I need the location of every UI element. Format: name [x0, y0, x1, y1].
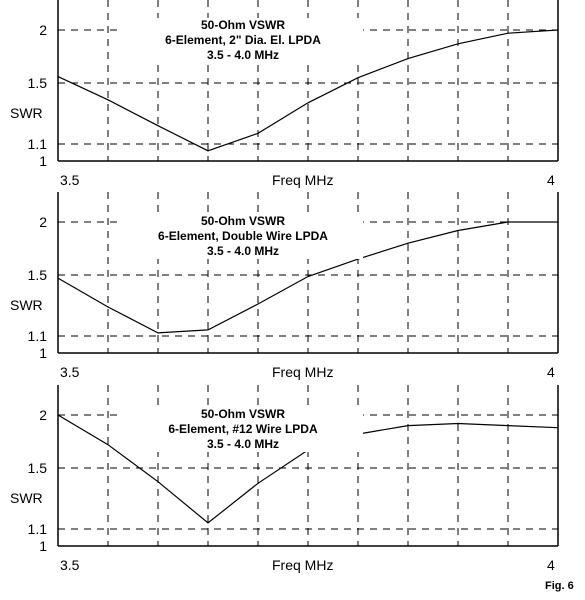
annotation-line: 6-Element, Double Wire LPDA — [158, 229, 328, 243]
swr-data-point — [157, 125, 159, 127]
annotation-line: 50-Ohm VSWR — [200, 18, 285, 32]
swr-data-point — [57, 277, 59, 279]
y-tick-label: 2 — [39, 407, 47, 423]
chart-annotation: 50-Ohm VSWR 6-Element, #12 Wire LPDA 3.5 -… — [123, 407, 363, 452]
swr-data-point — [57, 76, 59, 78]
y-tick-label: 1 — [39, 153, 47, 169]
annotation-line: 6-Element, #12 Wire LPDA — [168, 422, 318, 436]
swr-data-point — [257, 303, 259, 305]
y-tick-label: 2 — [39, 22, 47, 38]
chart-panel: 50-Ohm VSWR 6-Element, 2" Dia. El. LPDA 3.… — [0, 0, 585, 192]
chart-annotation: 50-Ohm VSWR 6-Element, Double Wire LPDA 3.… — [123, 214, 363, 259]
swr-data-point — [407, 242, 409, 244]
swr-data-point — [357, 77, 359, 79]
swr-data-point — [57, 414, 59, 416]
swr-data-point — [407, 58, 409, 60]
x-tick-label: 4 — [547, 172, 555, 188]
x-tick-label: 3.5 — [60, 364, 80, 380]
swr-data-point — [257, 132, 259, 134]
x-tick-label: 4 — [547, 557, 555, 573]
x-tick-label: 3.5 — [60, 557, 80, 573]
swr-data-point — [107, 99, 109, 101]
chart-annotation: 50-Ohm VSWR 6-Element, 2" Dia. El. LPDA 3.… — [123, 18, 363, 63]
y-tick-label: 1.1 — [27, 136, 47, 152]
swr-data-point — [507, 32, 509, 34]
annotation-line: 6-Element, 2" Dia. El. LPDA — [165, 33, 321, 47]
y-tick-label: 1.1 — [27, 521, 47, 537]
y-tick-label: 1.5 — [27, 460, 47, 476]
x-tick-label: 4 — [547, 364, 555, 380]
x-tick-label: 3.5 — [60, 172, 80, 188]
annotation-line: 3.5 - 4.0 MHz — [206, 437, 280, 451]
x-axis-label: Freq MHz — [272, 172, 334, 188]
chart-panel: 50-Ohm VSWR 6-Element, Double Wire LPDA 3.… — [0, 192, 585, 384]
swr-data-point — [507, 425, 509, 427]
y-tick-label: 1.5 — [27, 267, 47, 283]
annotation-line: 3.5 - 4.0 MHz — [206, 244, 280, 258]
x-axis-label: Freq MHz — [272, 557, 334, 573]
swr-data-point — [257, 482, 259, 484]
y-tick-label: 1 — [39, 538, 47, 554]
swr-data-point — [207, 150, 209, 152]
annotation-line: 50-Ohm VSWR — [200, 407, 285, 421]
x-axis-label: Freq MHz — [272, 364, 334, 380]
swr-data-point — [307, 275, 309, 278]
y-tick-label: 1.1 — [27, 328, 47, 344]
swr-data-point — [557, 221, 559, 223]
swr-data-point — [557, 427, 559, 429]
chart-panel: 50-Ohm VSWR 6-Element, #12 Wire LPDA 3.5 -… — [0, 385, 585, 577]
y-axis-label: SWR — [10, 105, 43, 121]
y-tick-label: 2 — [39, 214, 47, 230]
swr-data-point — [157, 481, 159, 483]
y-axis-label: SWR — [10, 297, 43, 313]
swr-data-point — [557, 29, 559, 31]
swr-data-point — [157, 332, 159, 334]
swr-data-point — [107, 306, 109, 308]
swr-data-point — [207, 329, 209, 331]
y-axis-label: SWR — [10, 490, 43, 506]
swr-data-point — [207, 522, 209, 524]
swr-data-point — [457, 229, 459, 232]
swr-data-point — [307, 102, 309, 104]
annotation-line: 3.5 - 4.0 MHz — [206, 48, 280, 62]
figure-label: Fig. 6 — [545, 580, 574, 592]
swr-data-point — [407, 425, 409, 427]
swr-data-point — [507, 221, 509, 223]
swr-data-point — [457, 422, 459, 425]
y-tick-label: 1.5 — [27, 75, 47, 91]
y-tick-label: 1 — [39, 345, 47, 361]
annotation-line: 50-Ohm VSWR — [200, 214, 285, 228]
swr-data-point — [457, 43, 459, 45]
swr-data-point — [107, 444, 109, 446]
